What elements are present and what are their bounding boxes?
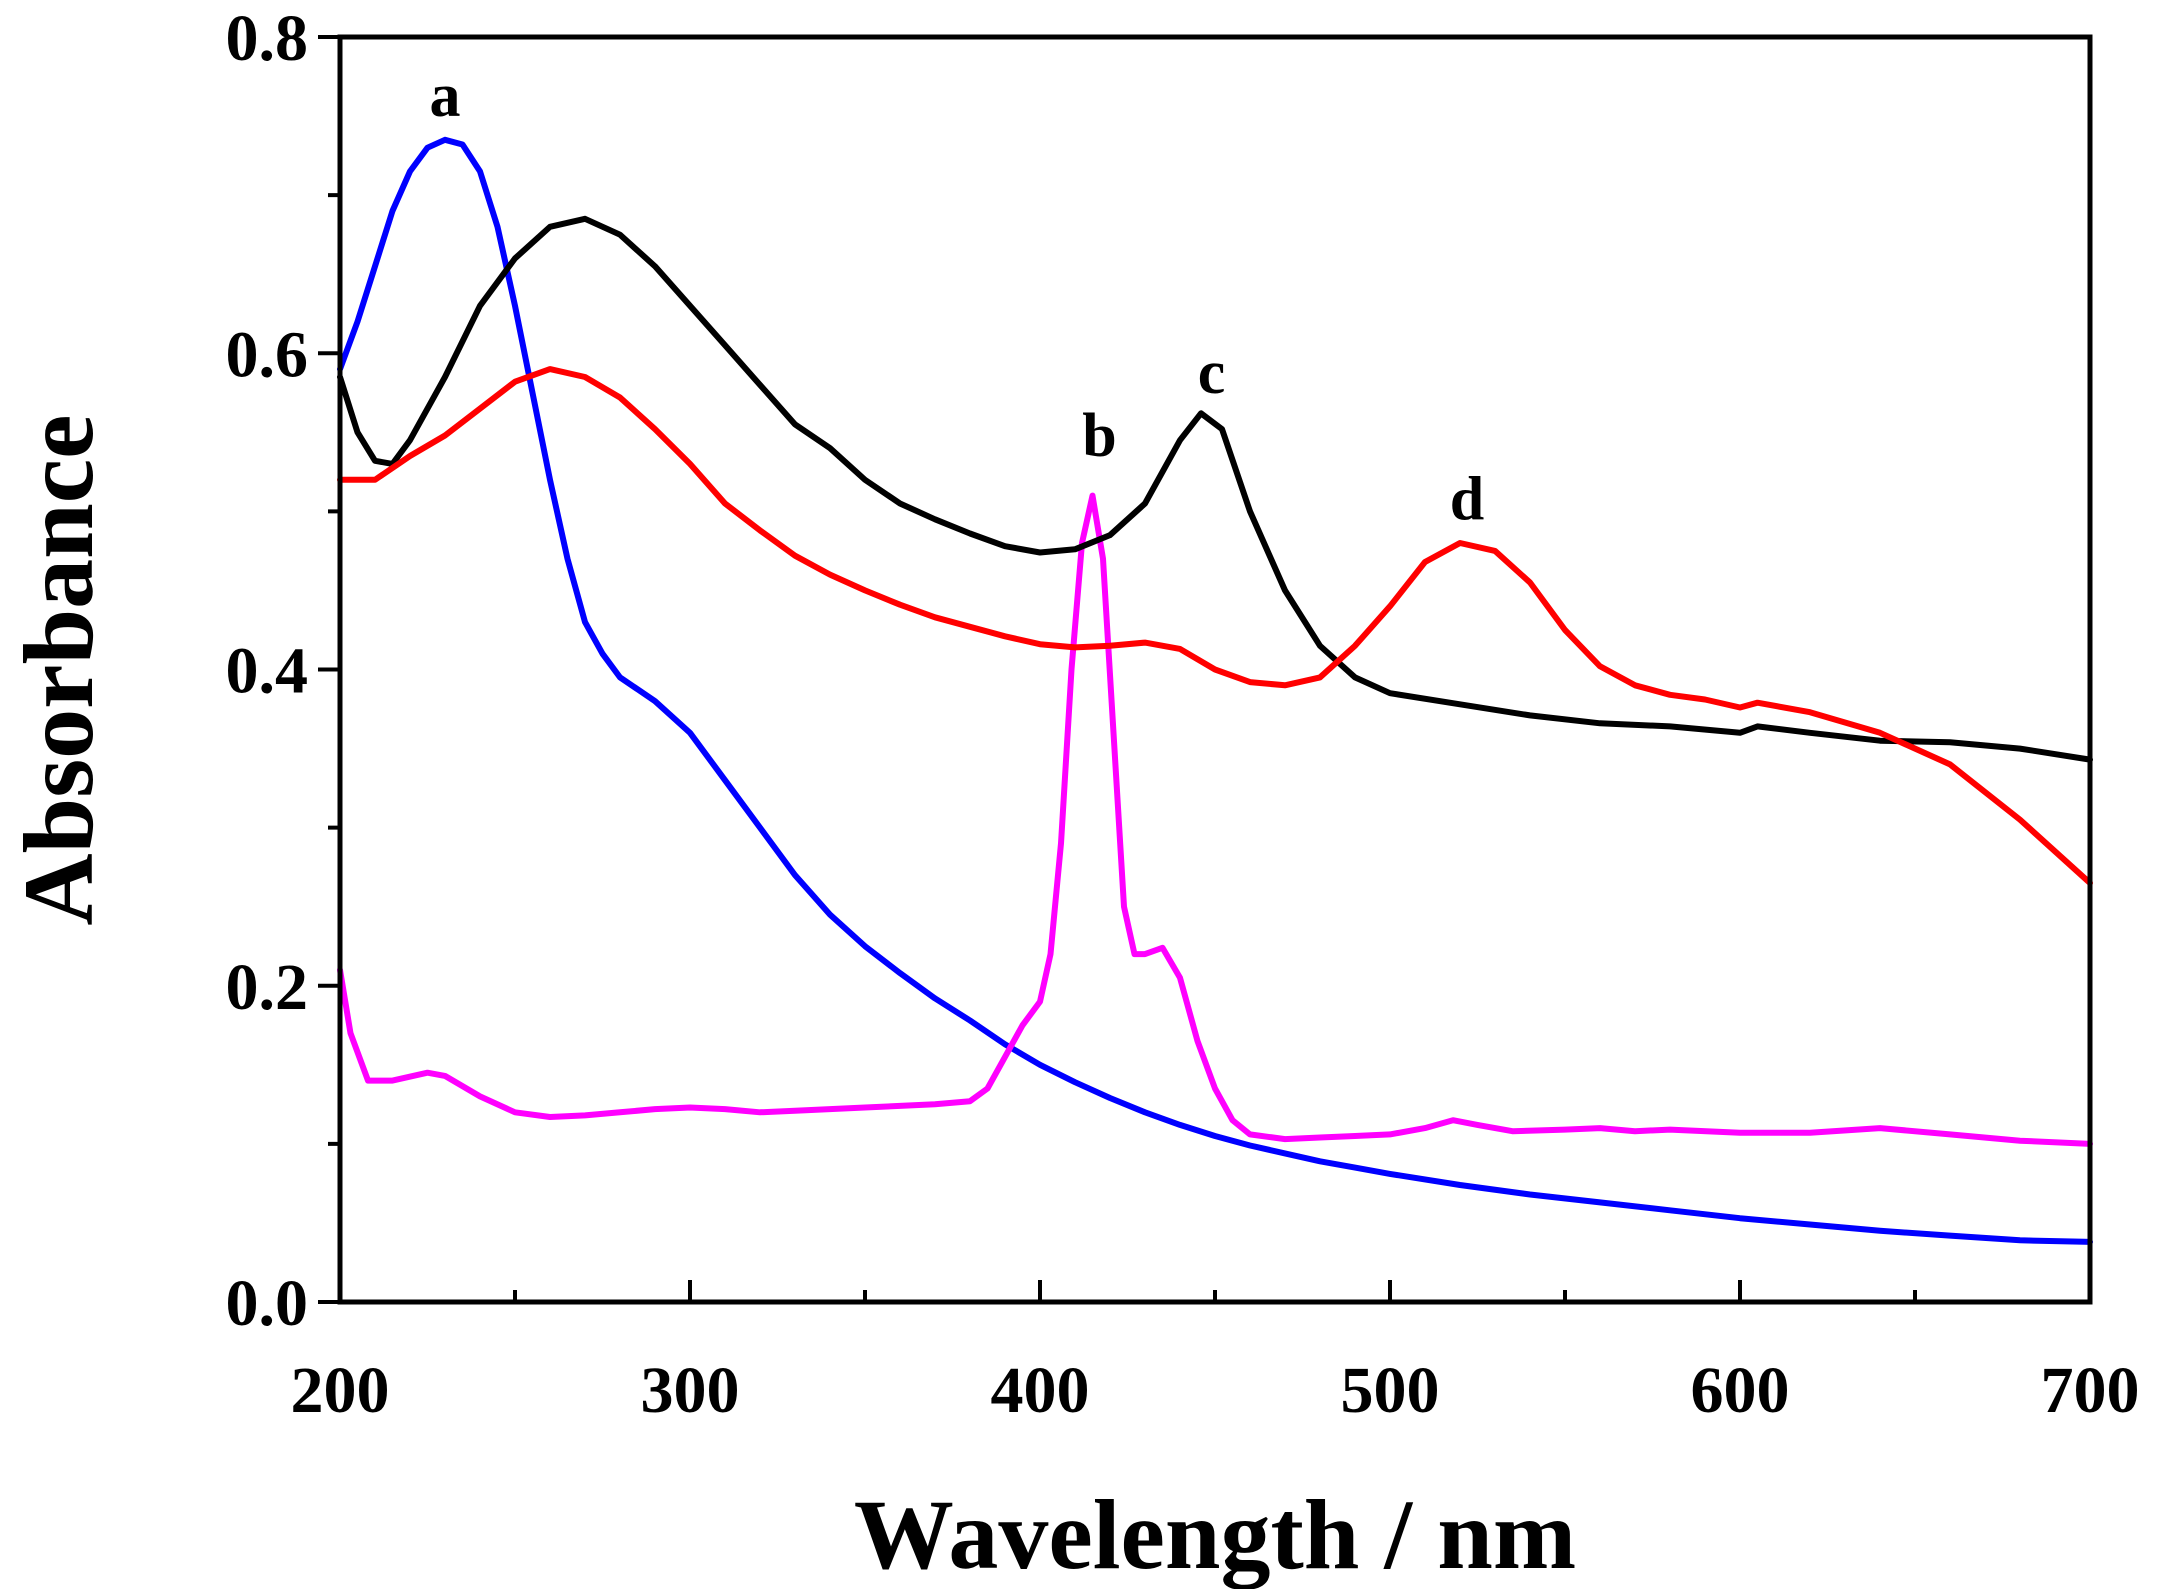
x-tick-label: 400 (991, 1354, 1090, 1427)
y-tick-label: 0.8 (226, 2, 309, 75)
x-tick-label: 500 (1341, 1354, 1440, 1427)
curve-label-c: c (1198, 339, 1226, 407)
x-tick-label: 300 (641, 1354, 740, 1427)
x-tick-label: 200 (291, 1354, 390, 1427)
curve-label-d: d (1450, 465, 1484, 533)
x-axis-title: Wavelength / nm (854, 1479, 1576, 1589)
x-tick-label: 700 (2041, 1354, 2140, 1427)
y-tick-label: 0.6 (226, 318, 309, 391)
series-line-d (337, 366, 2093, 886)
y-tick-label: 0.2 (226, 951, 309, 1024)
series-layer (337, 136, 2093, 1245)
x-tick-label: 600 (1691, 1354, 1790, 1427)
series-line-b (337, 492, 2093, 1147)
curve-label-a: a (430, 62, 461, 130)
y-tick-label: 0.0 (226, 1267, 309, 1340)
y-axis-title: Absorbance (3, 414, 114, 925)
curve-labels-layer: a b c d (430, 62, 1485, 533)
y-tick-label: 0.4 (226, 635, 309, 708)
tick-labels-layer: 200 300 400 500 600 700 0.0 0.2 0.4 0.6 0.8 (226, 2, 2140, 1427)
series-line-c (337, 215, 2093, 763)
plot-frame (337, 34, 2093, 1305)
curve-label-b: b (1082, 402, 1116, 470)
series-line-a (337, 136, 2093, 1245)
